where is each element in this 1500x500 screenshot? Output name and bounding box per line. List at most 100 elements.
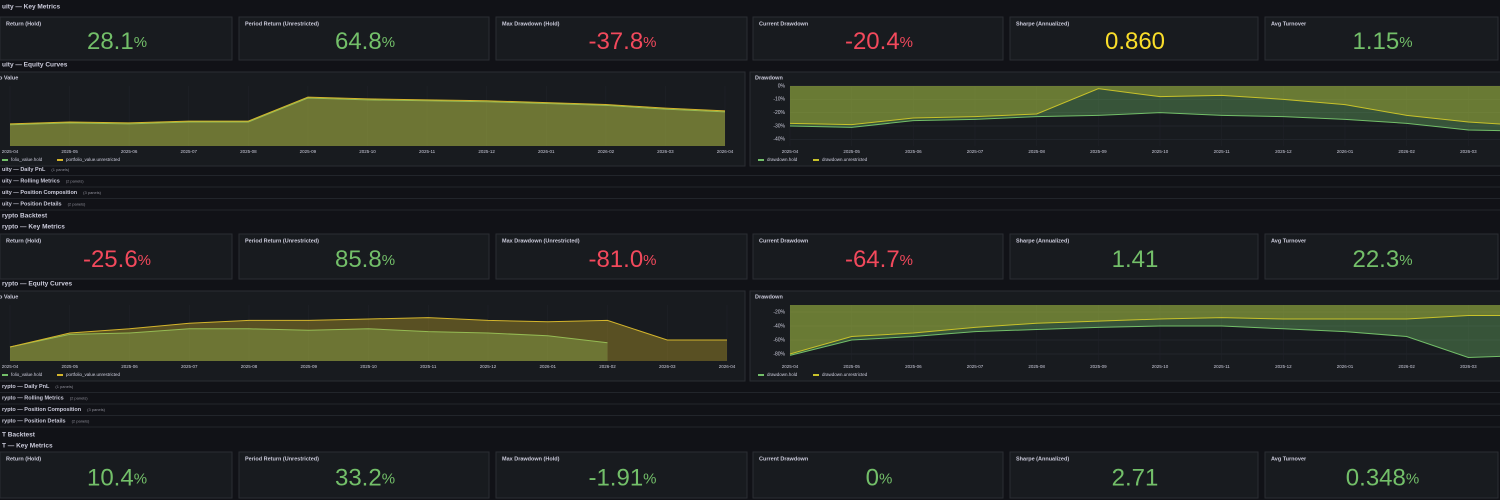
collapsed-row[interactable]: rypto — Position Details (2 panels) [0, 419, 1500, 428]
stat-value: 0% [866, 465, 893, 492]
collapsed-row[interactable]: uity — Position Composition (3 panels) [0, 190, 1500, 199]
x-tick-label: 2025-10 [1152, 149, 1169, 154]
x-tick-label: 2025-11 [419, 149, 436, 154]
stat-title: Return (Hold) [6, 456, 41, 462]
stat-panel [0, 16, 233, 61]
row-name: uity — Rolling Metrics [2, 179, 60, 185]
collapsed-row[interactable]: rypto — Position Composition (3 panels) [0, 407, 1500, 416]
x-tick-label: 2026-01 [1337, 149, 1354, 154]
row-name: uity — Daily PnL [2, 167, 46, 173]
series-area [10, 97, 725, 146]
row-title: rypto — Position Details (2 panels) [2, 419, 90, 425]
stat-title: Avg Turnover [1271, 238, 1307, 244]
stat-title: Sharpe (Annualized) [1016, 21, 1069, 27]
stat-title: Return (Hold) [6, 238, 41, 244]
stat-panel [1009, 16, 1259, 61]
stat-unit: % [134, 471, 147, 488]
row-name: uity — Position Composition [2, 190, 78, 196]
chart-panel [0, 71, 746, 167]
series-line [789, 325, 1500, 359]
stat-number: -37.8 [588, 28, 643, 55]
x-tick-label: 2025-05 [61, 364, 78, 369]
chart-title: o Value [0, 75, 18, 81]
stat-value: -1.91% [588, 465, 656, 492]
row-count: (3 panels) [87, 407, 105, 412]
collapsed-row[interactable]: uity — Position Details (2 panels) [0, 202, 1500, 211]
series-line [9, 317, 727, 348]
row-name: rypto — Position Details [2, 419, 66, 425]
series-line [789, 88, 1500, 126]
stat-panel [495, 233, 748, 280]
chart-title: Drawdown [755, 75, 783, 81]
x-tick-label: 2025-06 [121, 364, 138, 369]
legend-swatch [813, 159, 819, 161]
stat-value: 2.71 [1112, 465, 1159, 492]
legend-label: drawdown.hold [767, 372, 798, 377]
chart-title: Drawdown [755, 294, 783, 300]
row-title: uity — Rolling Metrics (2 panels) [2, 179, 84, 185]
collapsed-row[interactable]: uity — Rolling Metrics (2 panels) [0, 179, 1500, 188]
stat-unit: % [1399, 34, 1412, 51]
chart-panel [749, 290, 1500, 382]
legend-swatch [813, 374, 819, 376]
x-tick-label: 2025-06 [905, 149, 922, 154]
legend-label: folio_value.hold [11, 157, 43, 162]
collapsed-row[interactable]: uity — Daily PnL (1 panels) [0, 167, 1500, 176]
row-header: T Backtest [2, 432, 36, 439]
stat-number: 2.71 [1112, 465, 1159, 492]
row-title: rypto — Position Composition (3 panels) [2, 407, 106, 413]
x-tick-label: 2025-11 [420, 364, 437, 369]
x-tick-label: 2025-07 [180, 149, 197, 154]
row-count: (2 panels) [66, 179, 84, 184]
stat-unit: % [382, 471, 395, 488]
stat-number: 1.41 [1112, 246, 1159, 273]
stat-unit: % [643, 471, 656, 488]
chart-title: o Value [0, 294, 18, 300]
row-header: rypto — Equity Curves [2, 281, 72, 288]
stat-unit: % [382, 34, 395, 51]
stat-title: Max Drawdown (Unrestricted) [502, 238, 580, 244]
x-tick-label: 2026-03 [657, 149, 674, 154]
stat-title: Return (Hold) [6, 21, 41, 27]
stat-value: -25.6% [83, 246, 151, 273]
row-name: uity — Position Details [2, 202, 62, 208]
x-tick-label: 2025-07 [181, 364, 198, 369]
stat-unit: % [879, 471, 892, 488]
stat-number: -81.0 [588, 246, 643, 273]
row-count: (2 panels) [72, 419, 90, 424]
y-tick-label: -40% [773, 323, 785, 329]
x-tick-label: 2025-04 [782, 364, 799, 369]
collapsed-row[interactable]: rypto — Rolling Metrics (2 panels) [0, 396, 1500, 405]
stat-number: 10.4 [87, 465, 134, 492]
legend-swatch [2, 374, 8, 376]
row-title: uity — Position Composition (3 panels) [2, 190, 102, 196]
stat-value: 22.3% [1352, 246, 1412, 273]
y-tick-label: -60% [773, 337, 785, 343]
x-tick-label: 2025-08 [1028, 364, 1045, 369]
x-tick-label: 2026-03 [1460, 149, 1477, 154]
x-tick-label: 2025-05 [843, 149, 860, 154]
series-area [790, 86, 1500, 131]
x-tick-label: 2025-12 [478, 149, 495, 154]
x-tick-label: 2025-05 [61, 149, 78, 154]
collapsed-row[interactable]: rypto — Daily PnL (1 panels) [0, 384, 1500, 393]
y-tick-label: -40% [773, 137, 785, 143]
row-name: rypto — Daily PnL [2, 384, 50, 390]
series-line [9, 97, 726, 126]
legend-swatch [758, 159, 764, 161]
x-tick-label: 2026-02 [598, 149, 615, 154]
stat-panel [238, 451, 490, 499]
legend-swatch [2, 159, 8, 161]
stat-number: -1.91 [588, 465, 643, 492]
series-area [790, 305, 1500, 358]
stat-unit: % [900, 252, 913, 269]
stat-title: Current Drawdown [759, 238, 809, 244]
x-tick-label: 2025-08 [240, 149, 257, 154]
row-name: rypto — Position Composition [2, 407, 82, 413]
x-tick-label: 2025-08 [1028, 149, 1045, 154]
x-tick-label: 2025-06 [121, 149, 138, 154]
row-title: rypto — Daily PnL (1 panels) [2, 384, 74, 390]
stat-title: Sharpe (Annualized) [1016, 238, 1069, 244]
stat-title: Avg Turnover [1271, 21, 1307, 27]
x-tick-label: 2025-09 [1090, 364, 1107, 369]
